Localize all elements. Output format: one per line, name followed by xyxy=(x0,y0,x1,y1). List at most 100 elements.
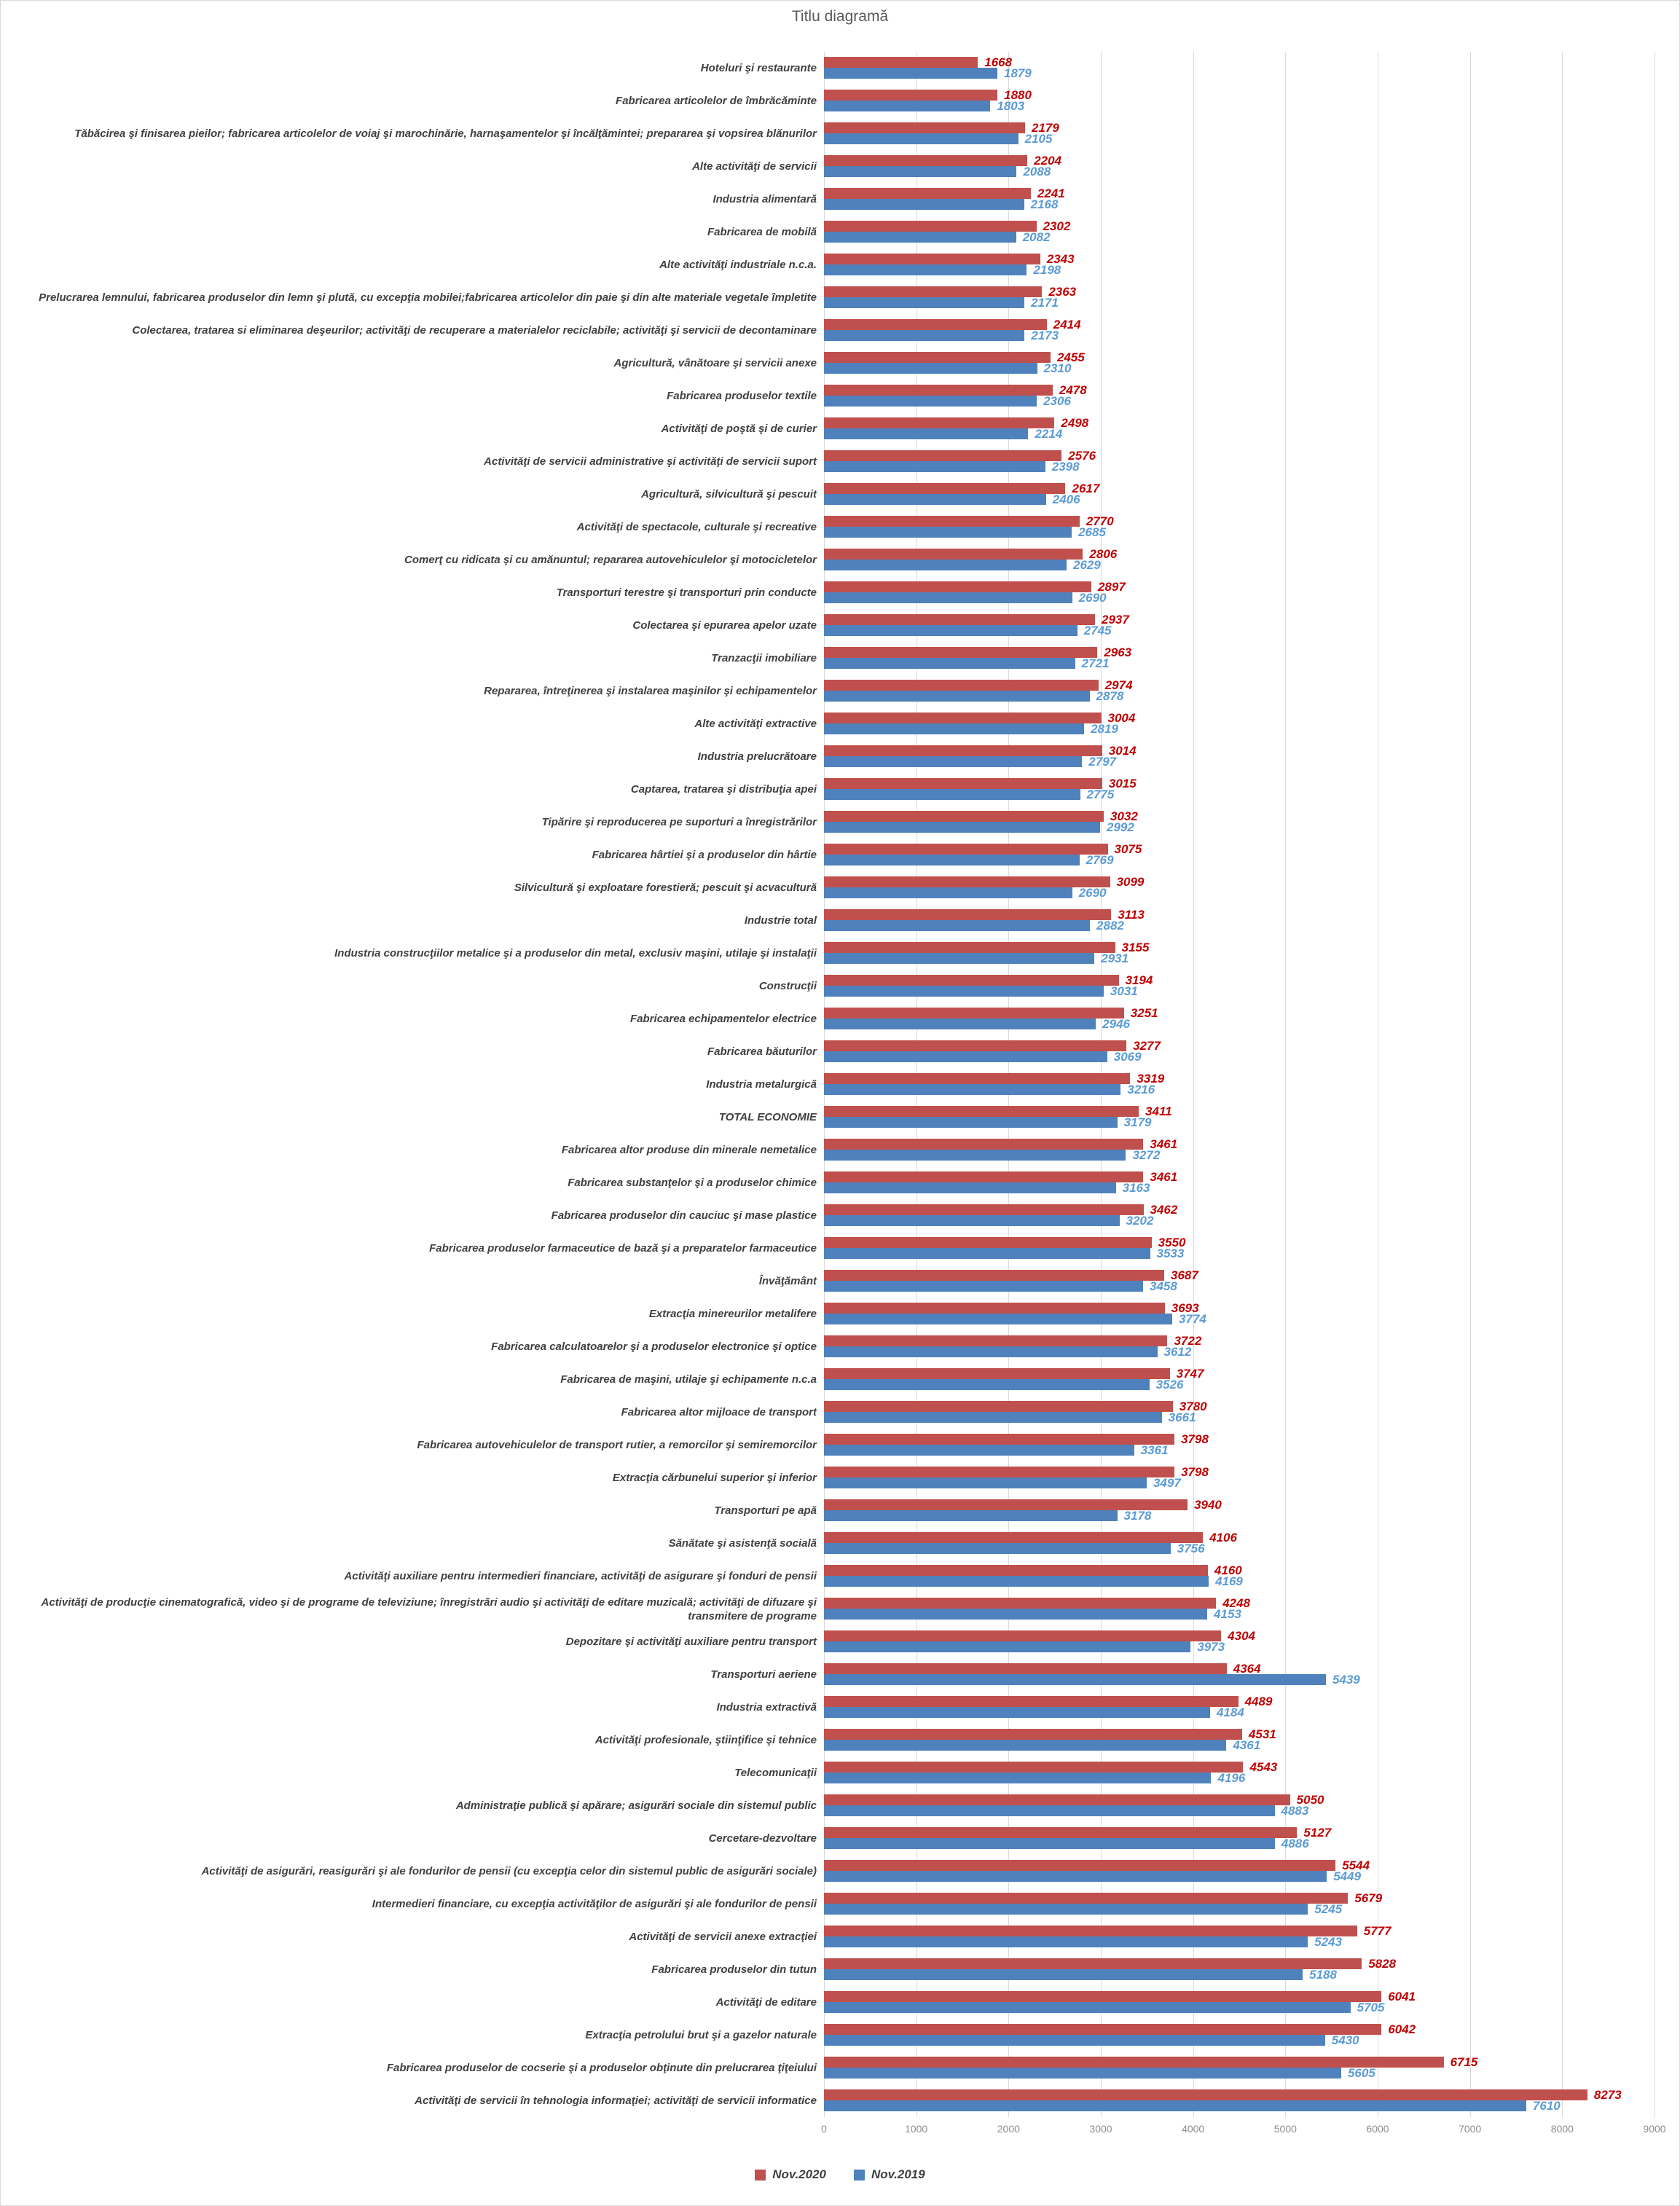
data-label: 2931 xyxy=(1101,951,1129,965)
bar-row: 5188 xyxy=(824,1968,1337,1982)
data-label: 3004 xyxy=(1107,711,1136,725)
data-label: 5127 xyxy=(1303,1826,1332,1840)
bar-row: 5777 xyxy=(824,1925,1392,1937)
category-label: Alte activităţi de servicii xyxy=(692,160,817,173)
bar-row: 6715 xyxy=(824,2056,1477,2068)
bar-nov2020 xyxy=(824,1204,1144,1215)
data-label: 2168 xyxy=(1030,197,1059,211)
bar-nov2019 xyxy=(824,953,1095,964)
bar-row: 3780 xyxy=(824,1400,1207,1413)
data-label: 3461 xyxy=(1150,1170,1178,1184)
bar-nov2020 xyxy=(824,2089,1587,2100)
category-label: Fabricarea produselor farmaceutice de ba… xyxy=(429,1242,817,1255)
bar-row: 2769 xyxy=(824,854,1114,866)
bar-row: 2363 xyxy=(824,286,1076,298)
data-label: 3069 xyxy=(1113,1050,1142,1064)
bar-nov2019 xyxy=(824,166,1017,177)
data-label: 3973 xyxy=(1197,1640,1225,1654)
bar-row: 2168 xyxy=(824,197,1059,211)
bar-nov2020 xyxy=(824,1073,1131,1084)
bar-nov2020 xyxy=(824,1958,1362,1969)
legend-label-nov2020: Nov.2020 xyxy=(772,2167,826,2181)
category-label: Activităţi de servicii în tehnologia inf… xyxy=(415,2095,817,2107)
bar-nov2020 xyxy=(824,1696,1239,1707)
bar-nov2019 xyxy=(824,2002,1351,2013)
bar-nov2019 xyxy=(824,1641,1191,1652)
bar-row: 3361 xyxy=(824,1444,1169,1456)
data-label: 4196 xyxy=(1217,1771,1246,1785)
bar-nov2019 xyxy=(824,232,1016,243)
bar-row: 4160 xyxy=(824,1564,1242,1577)
bar-row: 2398 xyxy=(824,460,1080,474)
bar-row: 5050 xyxy=(824,1793,1324,1807)
data-label: 2179 xyxy=(1032,121,1059,135)
category-label: Fabricarea echipamentelor electrice xyxy=(630,1013,817,1025)
category-label: Fabricarea produselor din tutun xyxy=(651,1963,817,1976)
data-label: 2897 xyxy=(1097,580,1126,594)
data-label: 5705 xyxy=(1357,2001,1385,2014)
data-label: 5188 xyxy=(1309,1968,1337,1982)
x-axis-tick-label: 0 xyxy=(821,2123,827,2135)
plot-area: 1668 1879 1880 1803 2179 2105 2204 2088 2241 2168… xyxy=(824,52,1655,2117)
x-axis-tick-label: 1000 xyxy=(905,2123,928,2135)
bar-row: 3202 xyxy=(824,1214,1153,1227)
bar-row: 1668 xyxy=(824,56,1012,68)
bar-row: 3497 xyxy=(824,1477,1181,1489)
bar-row: 3004 xyxy=(824,711,1136,725)
category-label: Activităţi de servicii administrative şi… xyxy=(484,455,817,468)
category-label: TOTAL ECONOMIE xyxy=(718,1111,817,1123)
bar-row: 6041 xyxy=(824,1990,1416,2003)
data-label: 4106 xyxy=(1209,1531,1237,1544)
legend-item-nov2020[interactable]: Nov.2020 xyxy=(755,2167,826,2182)
bar-row: 5449 xyxy=(824,1870,1361,1883)
bar-row: 3973 xyxy=(824,1640,1225,1654)
bar-nov2020 xyxy=(824,1106,1139,1117)
data-label: 2690 xyxy=(1078,591,1107,605)
data-label: 2690 xyxy=(1078,886,1107,900)
category-label: Activităţi de spectacole, culturale şi r… xyxy=(576,521,817,533)
bar-nov2019 xyxy=(824,986,1104,997)
category-label: Administraţie publică şi apărare; asigur… xyxy=(455,1799,817,1812)
bar-row: 2455 xyxy=(824,351,1085,364)
data-label: 2478 xyxy=(1059,383,1087,397)
bar-nov2019 xyxy=(824,1281,1143,1292)
bar-nov2020 xyxy=(824,1991,1382,2002)
data-label: 3780 xyxy=(1179,1400,1207,1413)
category-label: Comerţ cu ridicata şi cu amănuntul; repa… xyxy=(404,554,817,566)
data-label: 4364 xyxy=(1233,1662,1261,1676)
bar-row: 1879 xyxy=(824,67,1032,79)
bar-row: 2343 xyxy=(824,253,1075,265)
data-label: 3014 xyxy=(1108,744,1137,758)
category-label: Industria extractivă xyxy=(716,1701,817,1714)
bar-nov2019 xyxy=(824,1477,1147,1488)
bar-nov2020 xyxy=(824,549,1083,560)
bar-nov2019 xyxy=(824,789,1080,800)
bar-nov2020 xyxy=(824,1926,1357,1936)
data-label: 5050 xyxy=(1296,1793,1324,1807)
bar-row: 2974 xyxy=(824,679,1133,691)
bar-nov2020 xyxy=(824,811,1104,822)
bar-row: 5245 xyxy=(824,1903,1342,1915)
category-label: Fabricarea produselor din cauciuc şi mas… xyxy=(551,1209,817,1222)
bar-nov2019 xyxy=(824,1674,1326,1685)
data-label: 4543 xyxy=(1249,1760,1278,1774)
category-label: Fabricarea altor mijloace de transport xyxy=(621,1406,817,1418)
data-label: 2310 xyxy=(1043,361,1072,375)
bar-row: 2690 xyxy=(824,591,1107,605)
bar-row: 3756 xyxy=(824,1542,1205,1555)
data-label: 3015 xyxy=(1108,777,1137,790)
data-label: 2398 xyxy=(1051,460,1080,474)
bar-nov2019 xyxy=(824,1904,1308,1915)
category-label: Fabricarea autovehiculelor de transport … xyxy=(417,1439,817,1451)
bar-row: 2882 xyxy=(824,919,1124,932)
bar-nov2020 xyxy=(824,1565,1208,1576)
data-label: 3032 xyxy=(1110,809,1138,823)
x-axis-tick-label: 8000 xyxy=(1550,2123,1574,2135)
bar-nov2019 xyxy=(824,625,1078,636)
bar-row: 3319 xyxy=(824,1072,1164,1085)
legend-item-nov2019[interactable]: Nov.2019 xyxy=(854,2167,925,2182)
bar-nov2020 xyxy=(824,1532,1204,1543)
bar-row: 2797 xyxy=(824,755,1116,768)
data-label: 3099 xyxy=(1116,875,1145,889)
